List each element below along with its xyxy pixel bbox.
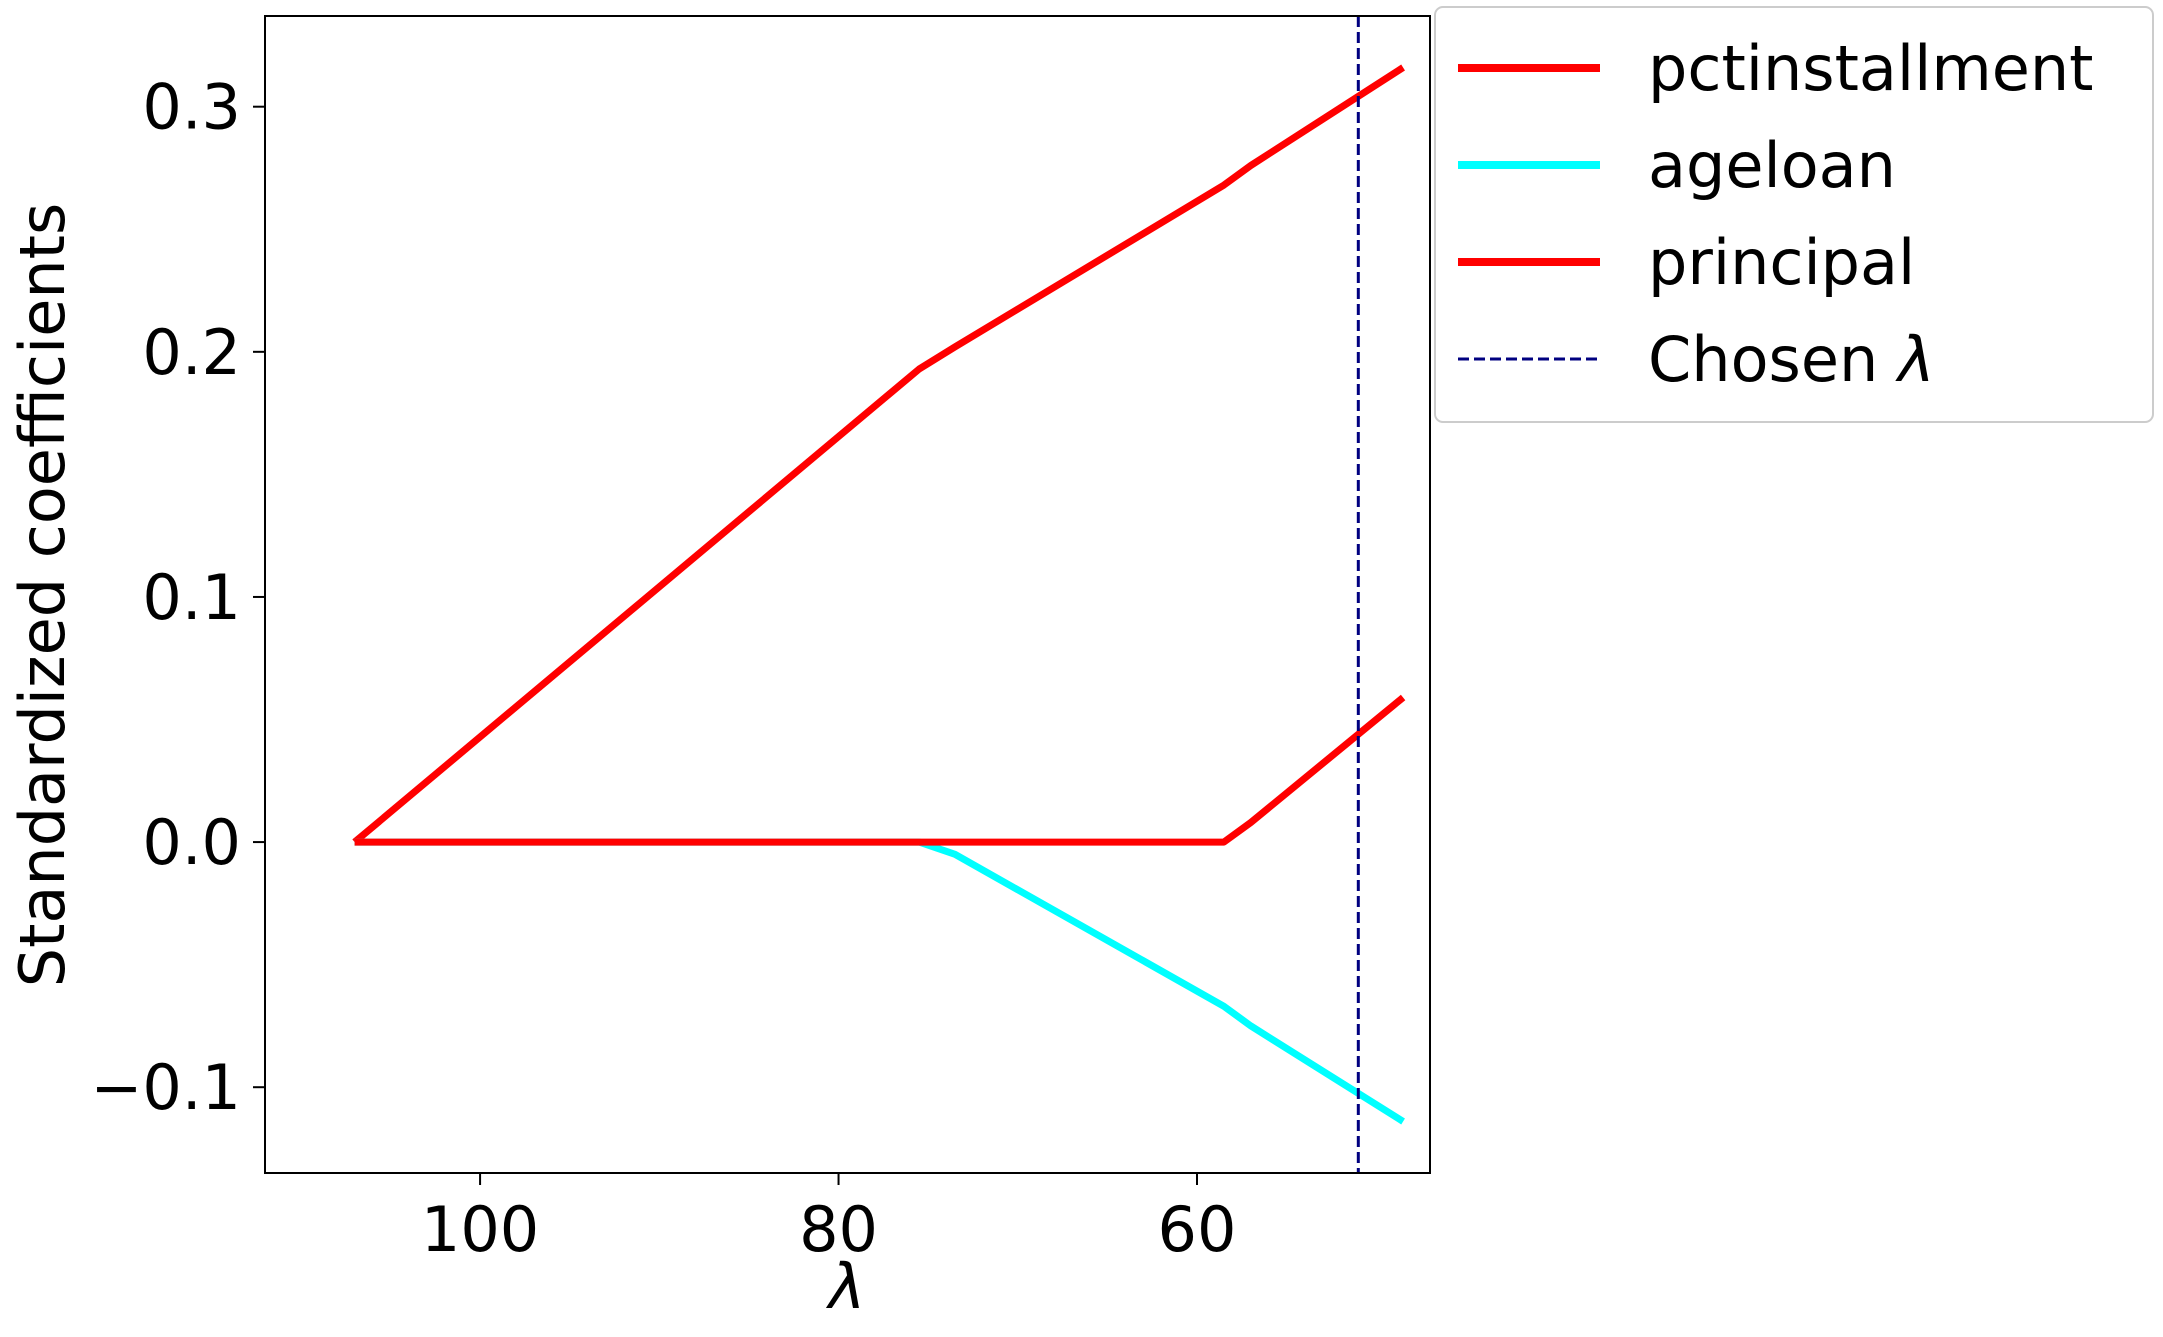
x-axis-ticks: 100 80 60 [421, 1173, 1237, 1266]
legend-frame [1434, 6, 2154, 423]
legend-label: pctinstallment [1648, 32, 2093, 105]
y-tick-label: 0.2 [142, 316, 241, 389]
y-axis-ticks: −0.1 0.0 0.1 0.2 0.3 [90, 71, 265, 1124]
x-tick-label: 80 [799, 1193, 878, 1266]
y-tick-label: −0.1 [90, 1051, 241, 1124]
plot-series-group [352, 16, 1406, 1173]
series-line-ageloan [354, 838, 1405, 1125]
y-tick-label: 0.3 [142, 71, 241, 144]
series-line-principal [354, 694, 1406, 846]
x-tick-label: 60 [1158, 1193, 1237, 1266]
legend-label: Chosen λ [1648, 323, 1935, 396]
legend-entries: pctinstallment ageloan principal Chosen λ [1458, 32, 2093, 396]
plot-area-frame [264, 15, 1431, 1174]
y-tick-label: 0.1 [142, 561, 241, 634]
x-tick-label: 100 [421, 1193, 539, 1266]
y-tick-label: 0.0 [142, 806, 241, 879]
x-axis-title: λ [826, 1250, 866, 1323]
legend-label: ageloan [1648, 129, 1896, 202]
series-line-pctinstallment [352, 64, 1405, 845]
legend: pctinstallment ageloan principal Chosen λ [1434, 6, 2154, 423]
y-axis-title: Standardized coefficients [6, 203, 79, 988]
legend-label: principal [1648, 226, 1915, 299]
